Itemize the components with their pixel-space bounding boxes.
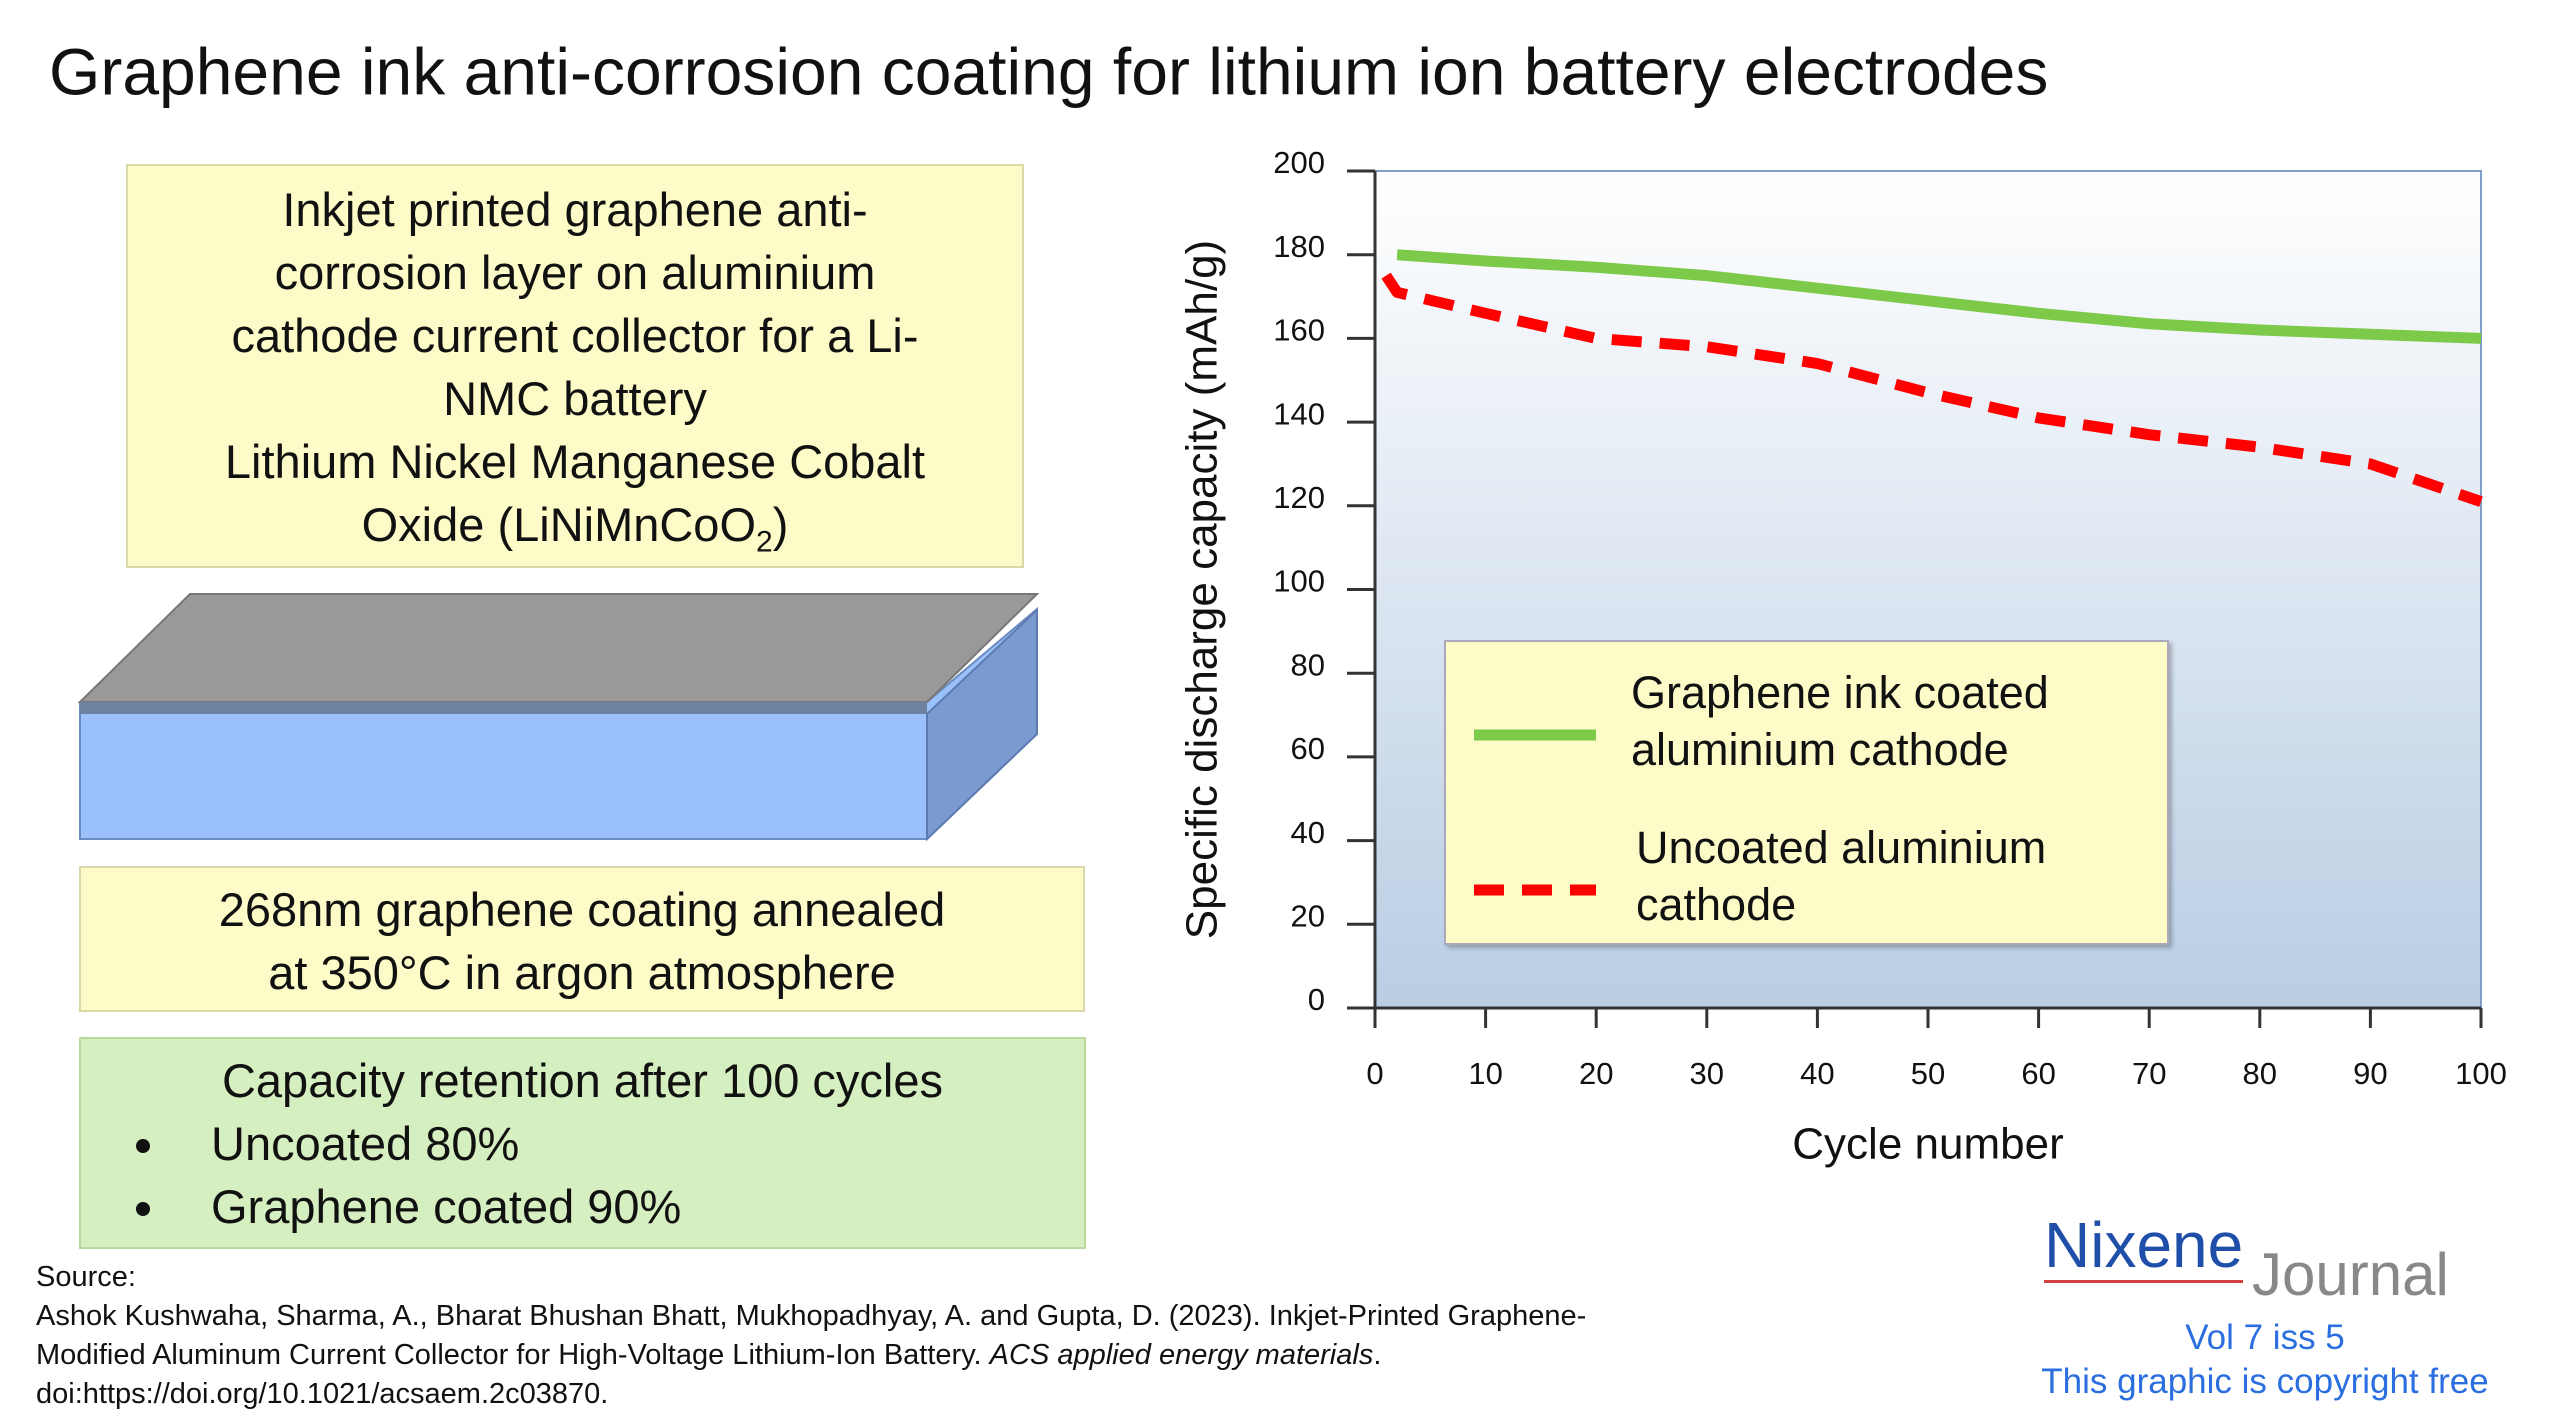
citation-text: Ashok Kushwaha, Sharma, A., Bharat Bhush… xyxy=(36,1300,1587,1371)
y-tick-label: 80 xyxy=(1291,647,1325,682)
source-label: Source: xyxy=(36,1261,136,1293)
legend: Graphene ink coated aluminium cathode Unc… xyxy=(1444,640,2169,945)
box-text: 268nm graphene coating annealed at 350°C… xyxy=(218,883,946,999)
citation-journal: ACS applied energy materials xyxy=(989,1339,1374,1371)
list-item: Uncoated 80% xyxy=(171,1112,1084,1175)
x-tick-label: 70 xyxy=(2132,1056,2166,1091)
legend-swatch xyxy=(1474,884,1596,896)
x-tick-label: 90 xyxy=(2353,1056,2387,1091)
formula-sub: 2 xyxy=(756,525,773,559)
x-axis-label: Cycle number xyxy=(1792,1120,2063,1169)
list-item: Graphene coated 90% xyxy=(171,1175,1084,1238)
y-tick-label: 60 xyxy=(1291,731,1325,766)
legend-entry: Graphene ink coated aluminium cathode xyxy=(1446,662,2167,782)
info-box: Capacity retention after 100 cycles Unco… xyxy=(79,1037,1086,1249)
issue: Vol 7 iss 5 xyxy=(2185,1318,2345,1357)
data-line xyxy=(1381,272,2483,507)
x-tick-label: 30 xyxy=(1690,1056,1724,1091)
electrode-slab xyxy=(77,593,1040,842)
x-tick-label: 50 xyxy=(1911,1056,1945,1091)
y-tick-label: 180 xyxy=(1273,229,1325,264)
info-box: Inkjet printed graphene anti-corrosion l… xyxy=(126,164,1024,568)
logo: Nixene Journal xyxy=(2040,1209,2540,1308)
y-axis-label: Specific discharge capacity (mAh/g) xyxy=(1178,240,1227,939)
y-tick-label: 200 xyxy=(1273,145,1325,180)
y-tick-label: 100 xyxy=(1273,564,1325,599)
citation: Ashok Kushwaha, Sharma, A., Bharat Bhush… xyxy=(36,1297,1676,1414)
legend-entry: Uncoated aluminium cathode xyxy=(1446,817,2167,937)
formula-text: ) xyxy=(772,498,789,551)
legend-swatch xyxy=(1474,729,1596,741)
x-tick-label: 80 xyxy=(2243,1056,2277,1091)
logo-info: Vol 7 iss 5 This graphic is copyright fr… xyxy=(1990,1316,2540,1404)
y-tick-label: 0 xyxy=(1308,982,1325,1017)
formula: Lithium Nickel Manganese Cobalt Oxide (L… xyxy=(128,430,1022,573)
logo-name: Nixene xyxy=(2044,1209,2244,1283)
x-tick-label: 10 xyxy=(1468,1056,1502,1091)
y-tick-label: 120 xyxy=(1273,480,1325,515)
x-tick-label: 40 xyxy=(1800,1056,1834,1091)
y-tick-label: 160 xyxy=(1273,313,1325,348)
y-tick-label: 140 xyxy=(1273,396,1325,431)
x-tick-label: 100 xyxy=(2455,1056,2507,1091)
x-tick-label: 20 xyxy=(1579,1056,1613,1091)
y-tick-label: 20 xyxy=(1291,898,1325,933)
source: Source: Ashok Kushwaha, Sharma, A., Bhar… xyxy=(36,1258,1676,1414)
x-tick-label: 0 xyxy=(1366,1056,1383,1091)
formula-text: Lithium Nickel Manganese Cobalt Oxide (L… xyxy=(224,435,926,551)
x-tick-label: 60 xyxy=(2021,1056,2055,1091)
retention-list: Uncoated 80% Graphene coated 90% xyxy=(81,1112,1084,1238)
data-line xyxy=(1396,249,2482,344)
info-box: 268nm graphene coating annealed at 350°C… xyxy=(79,866,1085,1012)
box-text: Inkjet printed graphene anti-corrosion l… xyxy=(231,183,919,425)
y-tick-label: 40 xyxy=(1291,815,1325,850)
legend-label: Graphene ink coated aluminium cathode xyxy=(1631,667,2049,775)
copyright-note: This graphic is copyright free xyxy=(2041,1362,2489,1401)
slide-title: Graphene ink anti-corrosion coating for … xyxy=(49,34,2048,108)
logo-name: Journal xyxy=(2252,1241,2449,1308)
legend-label: Uncoated aluminium cathode xyxy=(1636,822,2047,930)
citation-text: . doi:https://doi.org/10.1021/acsaem.2c0… xyxy=(36,1339,1382,1410)
box-heading: Capacity retention after 100 cycles xyxy=(221,1054,944,1107)
